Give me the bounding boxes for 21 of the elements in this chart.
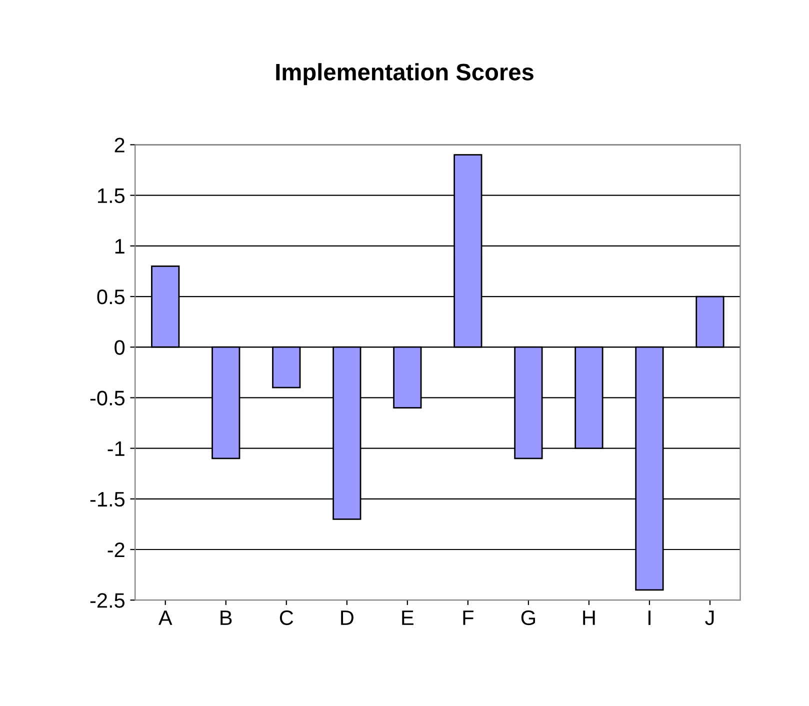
y-tick-label: -2 (108, 542, 124, 558)
y-tick-label: 0.5 (97, 290, 125, 304)
y-tick-label: -0.5 (90, 390, 125, 406)
y-tick-label: 2 (114, 138, 124, 152)
y-tick-label: 1 (115, 239, 124, 254)
chart-title: Implementation Scores (276, 63, 534, 86)
x-tick-label: J (705, 610, 714, 626)
y-tick-label: 1.5 (98, 188, 125, 204)
x-tick-label: H (583, 610, 595, 625)
x-tick-label: A (158, 610, 172, 625)
y-tick-label: 0 (114, 340, 125, 355)
y-tick-label: -2.5 (90, 593, 125, 608)
x-tick-label: F (463, 610, 474, 625)
x-tick-label: D (341, 610, 354, 625)
y-tick-label: -1.5 (90, 492, 125, 507)
x-tick-label: C (280, 610, 294, 626)
x-tick-label: B (220, 610, 232, 625)
y-tick-label: -1 (108, 442, 124, 456)
x-tick-label: E (402, 610, 414, 625)
x-tick-label: I (648, 610, 650, 625)
x-tick-label: G (521, 610, 535, 626)
